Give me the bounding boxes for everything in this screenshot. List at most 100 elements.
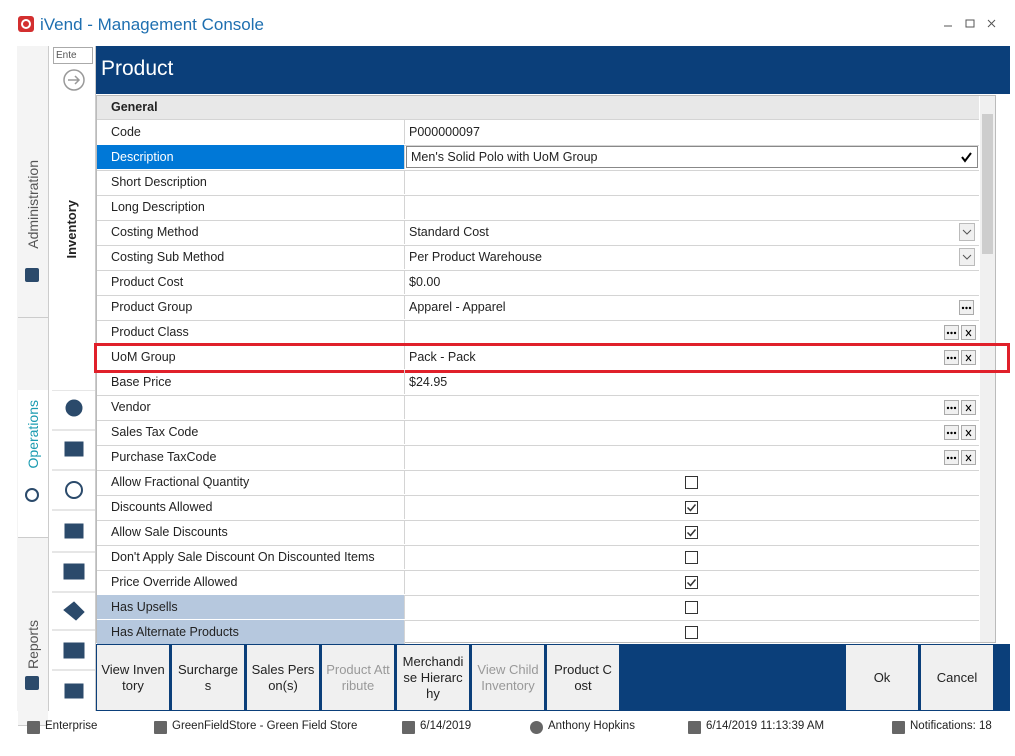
value-text: P000000097	[409, 125, 480, 139]
value-text: $0.00	[409, 275, 441, 289]
row-label: Price Override Allowed	[97, 570, 405, 594]
group-header: General	[97, 96, 979, 120]
row-value[interactable]	[405, 170, 979, 194]
lookup-button[interactable]	[944, 325, 959, 340]
status-icon	[688, 721, 701, 734]
nav-icons[interactable]	[52, 390, 96, 710]
nav-tab-icon	[25, 488, 39, 502]
grid-row[interactable]: Has Alternate Products	[97, 620, 979, 646]
toolbar-button[interactable]: Sales Person(s)	[247, 645, 319, 710]
scrollbar[interactable]	[980, 96, 995, 642]
grid-row[interactable]: Product Cost $0.00	[97, 270, 979, 296]
value-text: Pack - Pack	[409, 350, 476, 364]
value-text: Standard Cost	[409, 225, 489, 239]
lookup-button[interactable]	[944, 400, 959, 415]
nav-tab-icon	[25, 676, 39, 690]
status-icon	[27, 721, 40, 734]
checkbox[interactable]	[685, 626, 698, 639]
grid-row[interactable]: Short Description	[97, 170, 979, 196]
clear-button[interactable]	[961, 350, 976, 365]
property-grid	[96, 95, 996, 643]
dropdown-button[interactable]	[959, 223, 975, 241]
checkbox[interactable]	[685, 601, 698, 614]
row-value[interactable]: Men's Solid Polo with UoM Group	[406, 146, 978, 168]
row-label: Allow Sale Discounts	[97, 520, 405, 544]
grid-row[interactable]: Base Price $24.95	[97, 370, 979, 396]
back-arrow[interactable]	[62, 68, 86, 92]
grid-row[interactable]: Code P000000097	[97, 120, 979, 146]
row-label: Purchase TaxCode	[97, 445, 405, 469]
lookup-button[interactable]	[959, 300, 974, 315]
nav-tab-icon	[25, 268, 39, 282]
grid-row[interactable]: Allow Sale Discounts	[97, 520, 979, 546]
nav-tab[interactable]	[18, 150, 48, 318]
row-value[interactable]: Pack - Pack	[405, 345, 979, 369]
checkbox[interactable]	[685, 476, 698, 489]
grid-row[interactable]: Vendor	[97, 395, 979, 421]
action-button[interactable]: Cancel	[921, 645, 993, 710]
value-text: Apparel - Apparel	[409, 300, 506, 314]
grid-row[interactable]: Long Description	[97, 195, 979, 221]
row-value[interactable]: $24.95	[405, 370, 979, 394]
row-label: UoM Group	[97, 345, 405, 369]
grid-row[interactable]: Costing Method Standard Cost	[97, 220, 979, 246]
grid-row[interactable]: Description Men's Solid Polo with UoM Gro…	[97, 145, 979, 171]
grid-row[interactable]: Discounts Allowed	[97, 495, 979, 521]
toolbar-button[interactable]: Merchandise Hierarchy	[397, 645, 469, 710]
status-item: 6/14/2019 11:13:39 AM	[706, 720, 825, 732]
checkbox[interactable]	[685, 526, 698, 539]
grid-row[interactable]: Has Upsells	[97, 595, 979, 621]
lookup-button[interactable]	[944, 350, 959, 365]
toolbar-button[interactable]: Surcharges	[172, 645, 244, 710]
grid-row[interactable]: Allow Fractional Quantity	[97, 470, 979, 496]
nav-tab[interactable]	[18, 390, 48, 538]
status-item: Notifications: 18	[910, 720, 992, 732]
row-value[interactable]	[405, 395, 979, 419]
row-value[interactable]	[405, 320, 979, 344]
checkbox[interactable]	[685, 501, 698, 514]
row-value[interactable]: P000000097	[405, 120, 979, 144]
row-label: Product Cost	[97, 270, 405, 294]
window-controls[interactable]	[940, 16, 1000, 32]
nav-tab-label: Operations	[25, 400, 41, 469]
checkbox[interactable]	[685, 551, 698, 564]
row-value[interactable]: Apparel - Apparel	[405, 295, 979, 319]
grid-row[interactable]: Product Group Apparel - Apparel	[97, 295, 979, 321]
toolbar-button: Product Attribute	[322, 645, 394, 710]
action-button[interactable]: Ok	[846, 645, 918, 710]
checkbox[interactable]	[685, 576, 698, 589]
grid-row[interactable]: Costing Sub Method Per Product Warehouse	[97, 245, 979, 271]
grid-row[interactable]: Price Override Allowed	[97, 570, 979, 596]
clear-button[interactable]	[961, 450, 976, 465]
header-bar	[96, 46, 1010, 94]
status-item: Enterprise	[45, 720, 98, 732]
status-icon	[402, 721, 415, 734]
row-value[interactable]	[405, 445, 979, 469]
toolbar-button[interactable]: Product Cost	[547, 645, 619, 710]
search-box[interactable]: Ente	[53, 47, 93, 64]
dropdown-button[interactable]	[959, 248, 975, 266]
grid-row[interactable]: Sales Tax Code	[97, 420, 979, 446]
page-title: Product	[101, 57, 174, 80]
row-value[interactable]: Standard Cost	[405, 220, 979, 244]
toolbar-button[interactable]: View Inventory	[97, 645, 169, 710]
nav-tab[interactable]	[18, 610, 48, 726]
row-label: Vendor	[97, 395, 405, 419]
clear-button[interactable]	[961, 425, 976, 440]
row-value[interactable]	[405, 195, 979, 219]
lookup-button[interactable]	[944, 425, 959, 440]
clear-button[interactable]	[961, 325, 976, 340]
grid-row[interactable]: Don't Apply Sale Discount On Discounted …	[97, 545, 979, 571]
row-value[interactable]: $0.00	[405, 270, 979, 294]
clear-button[interactable]	[961, 400, 976, 415]
row-value[interactable]	[405, 420, 979, 444]
grid-row[interactable]: Purchase TaxCode	[97, 445, 979, 471]
window-title: iVend - Management Console	[40, 15, 264, 34]
lookup-button[interactable]	[944, 450, 959, 465]
app-logo	[18, 16, 34, 32]
row-label: Short Description	[97, 170, 405, 194]
row-value[interactable]: Per Product Warehouse	[405, 245, 979, 269]
search-text: Ente	[56, 50, 77, 61]
row-label: Don't Apply Sale Discount On Discounted …	[97, 545, 405, 569]
confirm-button[interactable]	[959, 150, 974, 165]
